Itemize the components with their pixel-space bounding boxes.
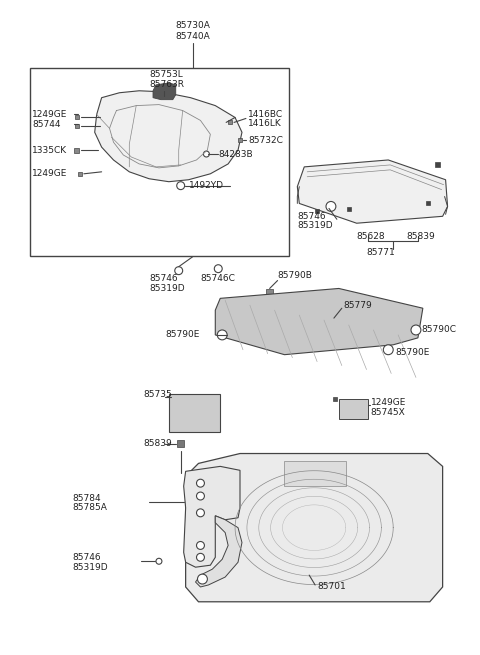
Text: 85784: 85784: [72, 493, 101, 502]
Polygon shape: [216, 288, 423, 354]
Polygon shape: [297, 160, 447, 223]
Circle shape: [326, 202, 336, 212]
Text: 85732C: 85732C: [248, 136, 283, 145]
Polygon shape: [95, 91, 242, 181]
Text: 85730A: 85730A: [175, 21, 210, 30]
Bar: [339, 399, 369, 419]
Bar: [347, 208, 351, 212]
Text: 85740A: 85740A: [175, 32, 210, 41]
Text: 85779: 85779: [344, 301, 372, 310]
Polygon shape: [195, 515, 242, 587]
Bar: [266, 289, 273, 296]
Circle shape: [196, 542, 204, 550]
Bar: [74, 147, 79, 153]
Bar: [30, 68, 289, 256]
Circle shape: [175, 267, 183, 274]
Text: 1249GE: 1249GE: [371, 398, 406, 407]
Bar: [169, 394, 220, 432]
Text: 85745X: 85745X: [371, 407, 405, 417]
Bar: [75, 124, 79, 128]
Circle shape: [214, 265, 222, 272]
Text: 85785A: 85785A: [72, 504, 107, 512]
Text: 85839: 85839: [406, 232, 435, 240]
Text: 85771: 85771: [367, 248, 395, 257]
Text: 85746: 85746: [297, 212, 326, 221]
Text: 85746C: 85746C: [201, 274, 235, 283]
Text: 85763R: 85763R: [149, 81, 184, 89]
Text: 85701: 85701: [317, 582, 346, 591]
Circle shape: [196, 509, 204, 517]
Text: 1249GE: 1249GE: [33, 169, 68, 178]
Circle shape: [217, 330, 227, 340]
Text: 85790E: 85790E: [166, 330, 200, 339]
Text: 85753L: 85753L: [149, 71, 183, 79]
Circle shape: [204, 151, 209, 157]
Bar: [228, 121, 232, 124]
Text: 85790C: 85790C: [422, 326, 457, 335]
Bar: [75, 115, 79, 119]
Text: 85628: 85628: [357, 232, 385, 240]
Circle shape: [177, 181, 185, 189]
Bar: [238, 138, 242, 142]
Circle shape: [196, 479, 204, 487]
Text: 85319D: 85319D: [297, 221, 333, 230]
Text: 85735: 85735: [143, 390, 172, 399]
Bar: [435, 162, 440, 168]
Bar: [285, 461, 346, 486]
Text: 85744: 85744: [33, 120, 61, 129]
Text: 85839: 85839: [143, 439, 172, 448]
Text: 1249GE: 1249GE: [33, 110, 68, 119]
Bar: [275, 298, 280, 303]
Text: 1335CK: 1335CK: [33, 145, 68, 155]
Bar: [333, 397, 337, 401]
Circle shape: [197, 574, 207, 584]
Text: 1416BC: 1416BC: [248, 110, 283, 119]
Text: 1416LK: 1416LK: [248, 119, 282, 128]
Bar: [177, 440, 184, 447]
Circle shape: [411, 325, 421, 335]
Text: 85790E: 85790E: [395, 348, 430, 357]
Bar: [315, 210, 319, 214]
Circle shape: [196, 492, 204, 500]
Text: 84283B: 84283B: [218, 149, 253, 159]
Text: 1492YD: 1492YD: [189, 181, 224, 190]
Text: 85319D: 85319D: [149, 284, 185, 293]
Bar: [78, 172, 82, 176]
Text: 85790B: 85790B: [277, 271, 312, 280]
Bar: [426, 202, 430, 206]
Text: 85746: 85746: [149, 274, 178, 283]
Circle shape: [384, 345, 393, 354]
Circle shape: [156, 558, 162, 564]
Polygon shape: [153, 83, 176, 100]
Text: 85319D: 85319D: [72, 563, 108, 572]
Text: 85746: 85746: [72, 553, 101, 562]
Polygon shape: [184, 466, 240, 567]
Polygon shape: [186, 453, 443, 602]
Circle shape: [196, 553, 204, 561]
